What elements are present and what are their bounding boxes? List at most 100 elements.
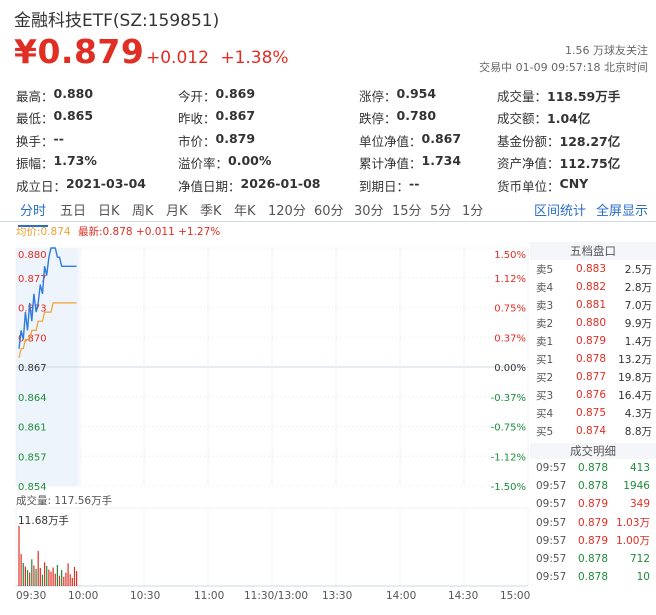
order-level: 买2 (536, 371, 554, 384)
time-tick-label: 09:30 (16, 590, 47, 602)
stat-item: 基金份额： 128.27亿 (497, 131, 647, 150)
stat-item: 市价： 0.879 (178, 131, 359, 150)
chart-legend: 均价:0.874 最新:0.878 +0.011 +1.27% (16, 224, 220, 239)
trade-tick-row: 09:57 0.878 712 (530, 550, 656, 568)
tab-7[interactable]: 120分 (268, 204, 306, 219)
volume-bar (76, 571, 78, 586)
order-volume: 2.5万 (624, 263, 652, 276)
stat-label: 最高： (16, 88, 54, 104)
trade-tick-row: 09:57 0.878 1946 (530, 477, 656, 495)
tab-0[interactable]: 分时 (17, 200, 49, 227)
tick-price: 0.878 (577, 553, 608, 566)
order-volume: 2.8万 (624, 281, 652, 294)
tab-1[interactable]: 五日 (60, 204, 87, 219)
stat-item: 资产净值： 112.75亿 (497, 153, 647, 172)
volume-bar (35, 569, 37, 586)
security-title: 金融科技ETF(SZ:159851) (14, 11, 220, 31)
tick-volume: 10 (636, 571, 650, 584)
stat-item: 换手： -- (16, 131, 178, 150)
stat-value: 0.869 (215, 85, 256, 101)
stat-value: 2021-03-04 (66, 175, 146, 191)
stat-label: 振幅： (16, 156, 54, 172)
stat-value: 1.04亿 (547, 111, 591, 127)
tab-3[interactable]: 周K (132, 204, 154, 219)
stat-value: 0.00% (228, 153, 272, 169)
intraday-chart[interactable]: 0.880 1.50%0.877 1.12%0.873 0.75%0.870 0.37%… (0, 236, 530, 615)
fullscreen-link[interactable]: 全屏显示 (596, 204, 649, 219)
tab-11[interactable]: 5分 (430, 204, 452, 219)
tick-price: 0.879 (577, 534, 608, 547)
stat-value: 0.954 (396, 85, 437, 101)
order-price: 0.883 (575, 263, 606, 275)
trading-status: 交易中 01-09 09:57:18 北京时间 (479, 61, 648, 74)
tab-10[interactable]: 15分 (392, 204, 422, 219)
trade-ticks-title: 成交明细 (530, 443, 656, 459)
tick-time: 09:57 (536, 462, 567, 475)
volume-bar (29, 572, 31, 586)
tab-5[interactable]: 季K (200, 204, 222, 219)
stats-row: 换手： -- 市价： 0.879 单位净值： 0.867 基金份额： 128.27亿 (16, 129, 652, 152)
order-price: 0.875 (575, 407, 606, 419)
volume-bar (65, 572, 67, 586)
change-amount: +0.012 (146, 48, 209, 68)
price-tick-label: 0.870 (18, 333, 47, 344)
percent-tick-label: -0.75% (491, 423, 526, 434)
tick-time: 09:57 (536, 480, 567, 493)
stat-item: 成立日： 2021-03-04 (16, 176, 178, 195)
volume-bar (39, 568, 41, 586)
order-price: 0.874 (575, 425, 606, 437)
stat-label: 昨收： (178, 111, 216, 127)
volume-bar (41, 574, 44, 586)
order-price: 0.877 (575, 371, 606, 383)
price-tick-label: 0.867 (18, 363, 47, 374)
time-tick-label: 14:00 (386, 590, 417, 602)
tab-2[interactable]: 日K (98, 204, 120, 219)
order-volume: 9.9万 (624, 317, 652, 330)
time-tick-label: 13:30 (322, 590, 353, 602)
tab-12[interactable]: 1分 (462, 204, 484, 219)
order-book-title: 五档盘口 (530, 242, 656, 260)
volume-bar (20, 554, 22, 586)
tab-4[interactable]: 月K (166, 204, 188, 219)
tab-6[interactable]: 年K (234, 204, 256, 219)
stat-label: 到期日： (359, 178, 410, 194)
stat-value: 0.867 (215, 108, 256, 124)
price-tick-label: 0.857 (18, 452, 47, 463)
stats-row: 最低： 0.865 昨收： 0.867 跌停： 0.780 成交额： 1.04亿 (16, 107, 652, 130)
stat-item: 单位净值： 0.867 (359, 131, 497, 150)
order-book-row: 买3 0.876 16.4万 (530, 386, 656, 404)
trade-tick-row: 09:57 0.879 1.03万 (530, 514, 656, 532)
order-price: 0.882 (575, 281, 606, 293)
followers-count[interactable]: 1.56 万球友关注 (565, 44, 648, 57)
trade-ticks-rows: 09:57 0.878 413 09:57 0.878 1946 09:57 0.879 349… (530, 459, 656, 586)
time-tick-label: 11:30/13:00 (244, 590, 309, 602)
tick-time: 09:57 (536, 534, 567, 547)
stat-label: 跌停： (359, 111, 397, 127)
order-level: 卖2 (536, 317, 554, 330)
volume-bar (37, 551, 39, 586)
tab-9[interactable]: 30分 (354, 204, 384, 219)
stat-label: 资产净值： (497, 156, 560, 172)
volume-bar (31, 559, 33, 586)
tick-volume: 712 (629, 553, 650, 566)
volume-bar (26, 570, 29, 586)
order-price: 0.880 (575, 317, 606, 329)
last-change: +0.011 +1.27% (135, 226, 221, 238)
stats-row: 成立日： 2021-03-04 净值日期： 2026-01-08 到期日： -- 货币单位：… (16, 174, 652, 197)
volume-bar (48, 569, 50, 586)
last-price: ¥0.879 (14, 32, 145, 71)
stat-value: 0.880 (53, 85, 94, 101)
tab-8[interactable]: 60分 (314, 204, 344, 219)
stat-label: 成交额： (497, 111, 548, 127)
volume-bar (33, 565, 35, 586)
volume-bar (52, 567, 54, 586)
stat-value: 0.865 (53, 108, 94, 124)
percent-tick-label: -1.50% (491, 482, 526, 493)
volume-bar (18, 526, 20, 586)
volume-bar (44, 562, 46, 586)
stat-label: 成立日： (16, 178, 67, 194)
interval-stats-link[interactable]: 区间统计 (534, 204, 587, 219)
order-volume: 7.0万 (624, 299, 652, 312)
volume-max-label: 11.68万手 (18, 515, 70, 527)
stat-label: 货币单位： (497, 178, 560, 194)
